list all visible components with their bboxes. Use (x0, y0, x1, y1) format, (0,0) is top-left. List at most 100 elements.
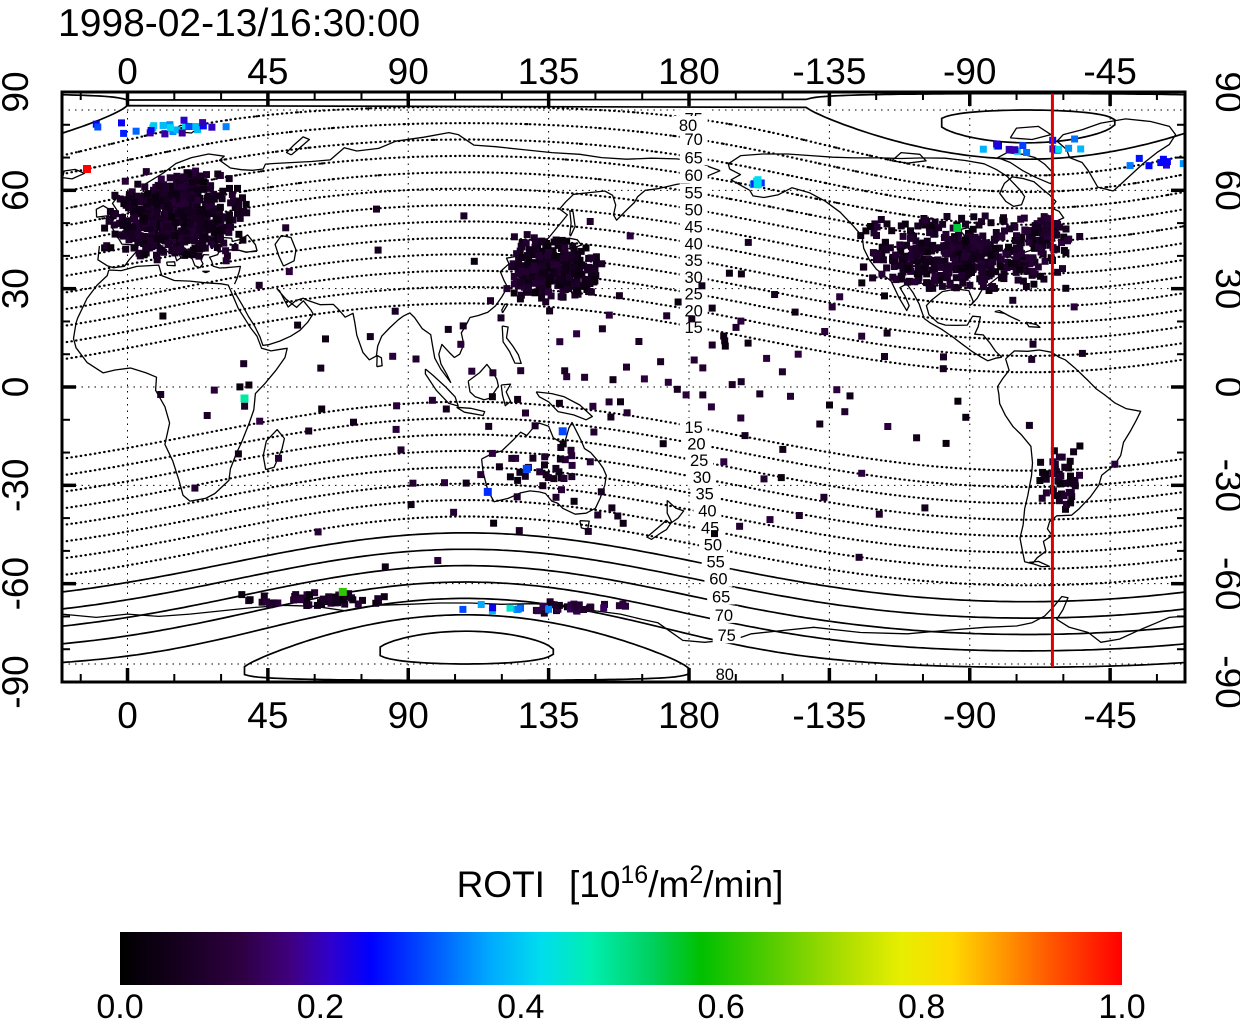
roti-cell (124, 227, 132, 235)
roti-cell (182, 199, 190, 207)
roti-cell (977, 257, 985, 265)
roti-cell (210, 386, 218, 394)
roti-cell (911, 278, 918, 286)
roti-cell (555, 399, 563, 407)
roti-cell (587, 271, 595, 278)
roti-cell (778, 368, 786, 376)
roti-cell (979, 232, 987, 240)
roti-cell (106, 207, 114, 215)
roti-cell (592, 253, 600, 261)
roti-cell (188, 232, 196, 240)
roti-cell (515, 270, 523, 278)
roti-cell (1011, 223, 1019, 231)
roti-cell (177, 207, 184, 214)
roti-cell (343, 592, 351, 600)
roti-cell (1028, 355, 1036, 363)
roti-cell (549, 247, 557, 255)
roti-cell (881, 353, 888, 360)
roti-cell (222, 257, 230, 265)
roti-cell (488, 393, 496, 401)
roti-cell (794, 350, 802, 358)
roti-cell (222, 123, 230, 131)
roti-cell (1040, 213, 1048, 221)
roti-cell (231, 244, 239, 252)
roti-cell (218, 195, 226, 203)
roti-cell (897, 222, 905, 230)
roti-cell (162, 182, 170, 190)
roti-cell (186, 220, 194, 228)
roti-cell (899, 232, 907, 240)
roti-cell (1036, 477, 1044, 484)
roti-cell (524, 274, 532, 282)
roti-cell (1037, 217, 1045, 225)
contour-label-bg (679, 417, 708, 435)
roti-cell (331, 598, 339, 606)
roti-cell (936, 276, 944, 284)
roti-cell (944, 236, 952, 244)
roti-cell (1021, 226, 1029, 234)
roti-cell (590, 428, 598, 436)
roti-cell (585, 263, 593, 271)
roti-cell (623, 409, 631, 417)
roti-cell (477, 471, 485, 479)
roti-cell (873, 223, 881, 231)
roti-cell (881, 246, 889, 253)
roti-cell (153, 251, 160, 259)
roti-cell (605, 398, 613, 406)
roti-cell (859, 263, 867, 271)
roti-cell (568, 461, 576, 469)
roti-cell (209, 240, 217, 248)
roti-cell (1029, 240, 1037, 247)
roti-cell (981, 212, 989, 220)
roti-cell (923, 248, 931, 256)
contour-label-bg (712, 626, 741, 644)
roti-cell (193, 186, 201, 194)
roti-cell (721, 337, 729, 345)
roti-cell (1060, 233, 1068, 241)
roti-cell (1045, 229, 1053, 237)
roti-cell (904, 264, 912, 272)
roti-cell (754, 176, 762, 184)
roti-cell (1006, 225, 1014, 233)
contour-solid--55 (62, 532, 1185, 603)
roti-cell (236, 214, 244, 222)
roti-cell (923, 270, 931, 278)
contour-label-bg (682, 434, 711, 452)
roti-cell (569, 242, 577, 250)
roti-cell (1017, 249, 1025, 257)
roti-cell (513, 250, 521, 258)
lat-tick-label-right: -30 (1208, 459, 1240, 512)
roti-cell (193, 196, 201, 204)
roti-cell (531, 243, 539, 251)
roti-cell (931, 272, 939, 280)
roti-cell (565, 285, 573, 293)
roti-cell (881, 239, 889, 247)
roti-cell (119, 213, 126, 221)
roti-cell (122, 245, 130, 253)
colorbar-gradient (120, 932, 1122, 985)
roti-cell (183, 189, 191, 197)
lon-tick-label-bottom: 0 (117, 695, 138, 736)
roti-cell (172, 190, 180, 197)
roti-cell (698, 282, 706, 290)
roti-cell (161, 130, 169, 138)
contour-solid--60 (62, 548, 1185, 619)
roti-cell (1076, 233, 1084, 240)
roti-cell (235, 203, 243, 211)
roti-cell (510, 233, 518, 241)
roti-cell (128, 235, 136, 242)
roti-cell (878, 270, 886, 278)
contour-label-bg (679, 317, 708, 335)
roti-cell (131, 207, 139, 215)
roti-cell (725, 269, 733, 277)
roti-cell (777, 474, 785, 482)
roti-cell (103, 242, 111, 250)
roti-cell (541, 288, 549, 296)
roti-cell (966, 281, 974, 289)
contour-label: 30 (685, 269, 703, 287)
roti-cell (918, 246, 926, 253)
roti-cell (552, 493, 560, 501)
roti-cell (1041, 257, 1049, 265)
roti-cell (234, 184, 241, 192)
lon-tick-label-top: 135 (518, 51, 580, 92)
